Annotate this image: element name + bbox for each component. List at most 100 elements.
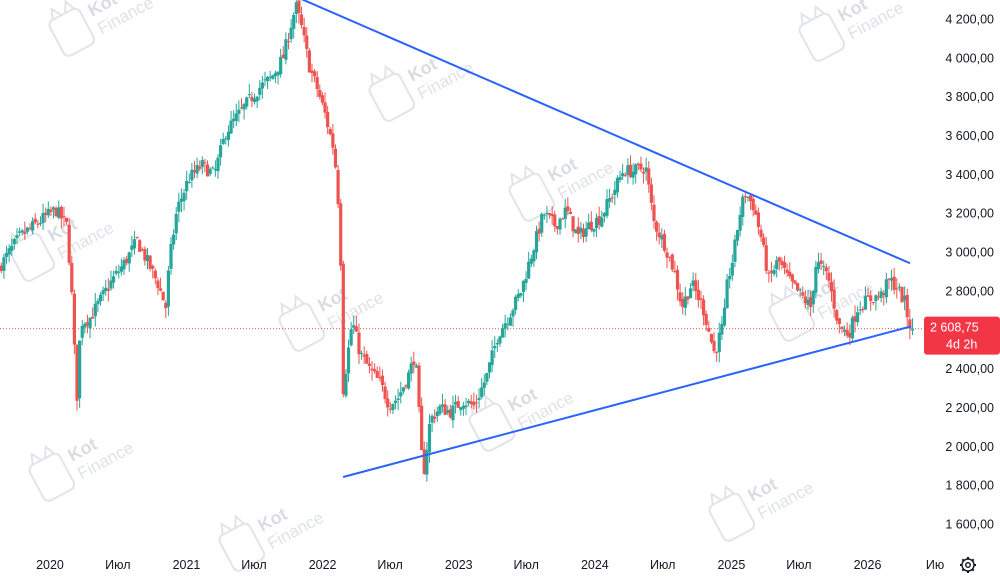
candle <box>229 110 233 134</box>
candle <box>688 283 693 299</box>
candle <box>172 229 176 250</box>
candle <box>151 264 155 279</box>
candle <box>641 167 646 184</box>
candle <box>117 264 121 279</box>
trendlines[interactable] <box>292 0 912 478</box>
candle <box>453 394 458 414</box>
candle <box>393 395 398 409</box>
candle <box>333 144 338 169</box>
candle <box>299 6 304 29</box>
y-axis[interactable]: 1 600,00 1 800,00 2 000,00 2 200,00 2 400,00… <box>945 12 994 531</box>
candle <box>456 396 460 408</box>
candle <box>4 245 9 264</box>
candle <box>871 301 875 306</box>
candle <box>370 361 374 381</box>
x-tick-label: 2020 <box>36 558 64 572</box>
candle <box>185 170 189 200</box>
candle <box>425 441 429 482</box>
x-tick-label: 2024 <box>581 558 609 572</box>
candle <box>420 397 424 451</box>
x-axis[interactable]: 2020 Июл 2021 Июл 2022 Июл 2023 Июл 2024 Июл 2025 И… <box>36 558 944 572</box>
x-tick-label: Ию <box>926 558 944 572</box>
candle <box>435 406 439 422</box>
candle <box>495 339 499 352</box>
candle <box>561 217 565 220</box>
candle <box>555 225 559 235</box>
y-tick-label: 3 000,00 <box>945 246 994 260</box>
candle <box>312 69 317 83</box>
x-tick-label: 2025 <box>717 558 745 572</box>
candle <box>106 278 110 302</box>
candle <box>524 271 528 291</box>
candle <box>772 264 776 277</box>
candle <box>57 200 61 220</box>
candle <box>869 290 873 311</box>
price-badge-value: 2 608,75 <box>930 321 979 335</box>
candle <box>516 289 520 302</box>
candle <box>762 233 766 248</box>
candle <box>430 414 434 433</box>
candle <box>686 295 690 305</box>
candle <box>310 63 314 83</box>
candle <box>649 177 653 211</box>
candle <box>305 26 309 58</box>
candle <box>681 292 685 315</box>
trendline-upper[interactable] <box>292 0 911 265</box>
candle <box>399 381 403 404</box>
candle <box>104 280 108 296</box>
candle <box>699 290 703 310</box>
y-tick-label: 3 400,00 <box>945 168 994 182</box>
candle <box>626 158 630 184</box>
x-tick-label: 2026 <box>854 558 882 572</box>
candle <box>503 314 507 338</box>
candle <box>644 157 648 181</box>
candle <box>498 335 502 347</box>
candle <box>717 322 721 363</box>
candle <box>788 262 792 279</box>
candle <box>621 164 625 181</box>
candle <box>219 138 223 166</box>
candle <box>487 361 492 379</box>
candle <box>634 163 638 184</box>
candle <box>691 272 695 292</box>
candle <box>367 357 372 374</box>
candle <box>396 388 400 411</box>
y-tick-label: 3 600,00 <box>945 129 994 143</box>
candle <box>328 126 332 136</box>
x-tick-label: Июл <box>514 558 539 572</box>
candle <box>545 205 549 224</box>
gear-icon[interactable] <box>960 557 976 573</box>
candle <box>378 366 382 382</box>
x-tick-label: 2021 <box>173 558 201 572</box>
candle <box>704 310 708 331</box>
candle <box>307 48 311 73</box>
candle <box>208 167 212 177</box>
candle <box>451 395 455 429</box>
candle <box>352 315 356 334</box>
trendline-lower[interactable] <box>342 325 912 478</box>
candle <box>785 263 789 277</box>
candle <box>365 350 369 364</box>
candle <box>900 286 904 303</box>
candle <box>406 369 411 390</box>
candle <box>237 100 241 123</box>
candle <box>226 125 231 147</box>
candle <box>558 217 562 235</box>
y-tick-label: 3 800,00 <box>945 90 994 104</box>
candle <box>417 362 421 413</box>
candle <box>474 394 479 413</box>
y-tick-label: 3 200,00 <box>945 207 994 221</box>
candle <box>655 220 659 241</box>
candle <box>889 269 894 291</box>
candle <box>297 0 301 24</box>
candle <box>234 103 238 127</box>
candle <box>148 255 152 272</box>
candle <box>388 402 392 414</box>
candle <box>464 397 468 416</box>
candle <box>412 351 416 374</box>
candle <box>803 290 808 309</box>
candle <box>814 260 818 299</box>
candle <box>892 267 896 295</box>
candle <box>668 256 672 262</box>
